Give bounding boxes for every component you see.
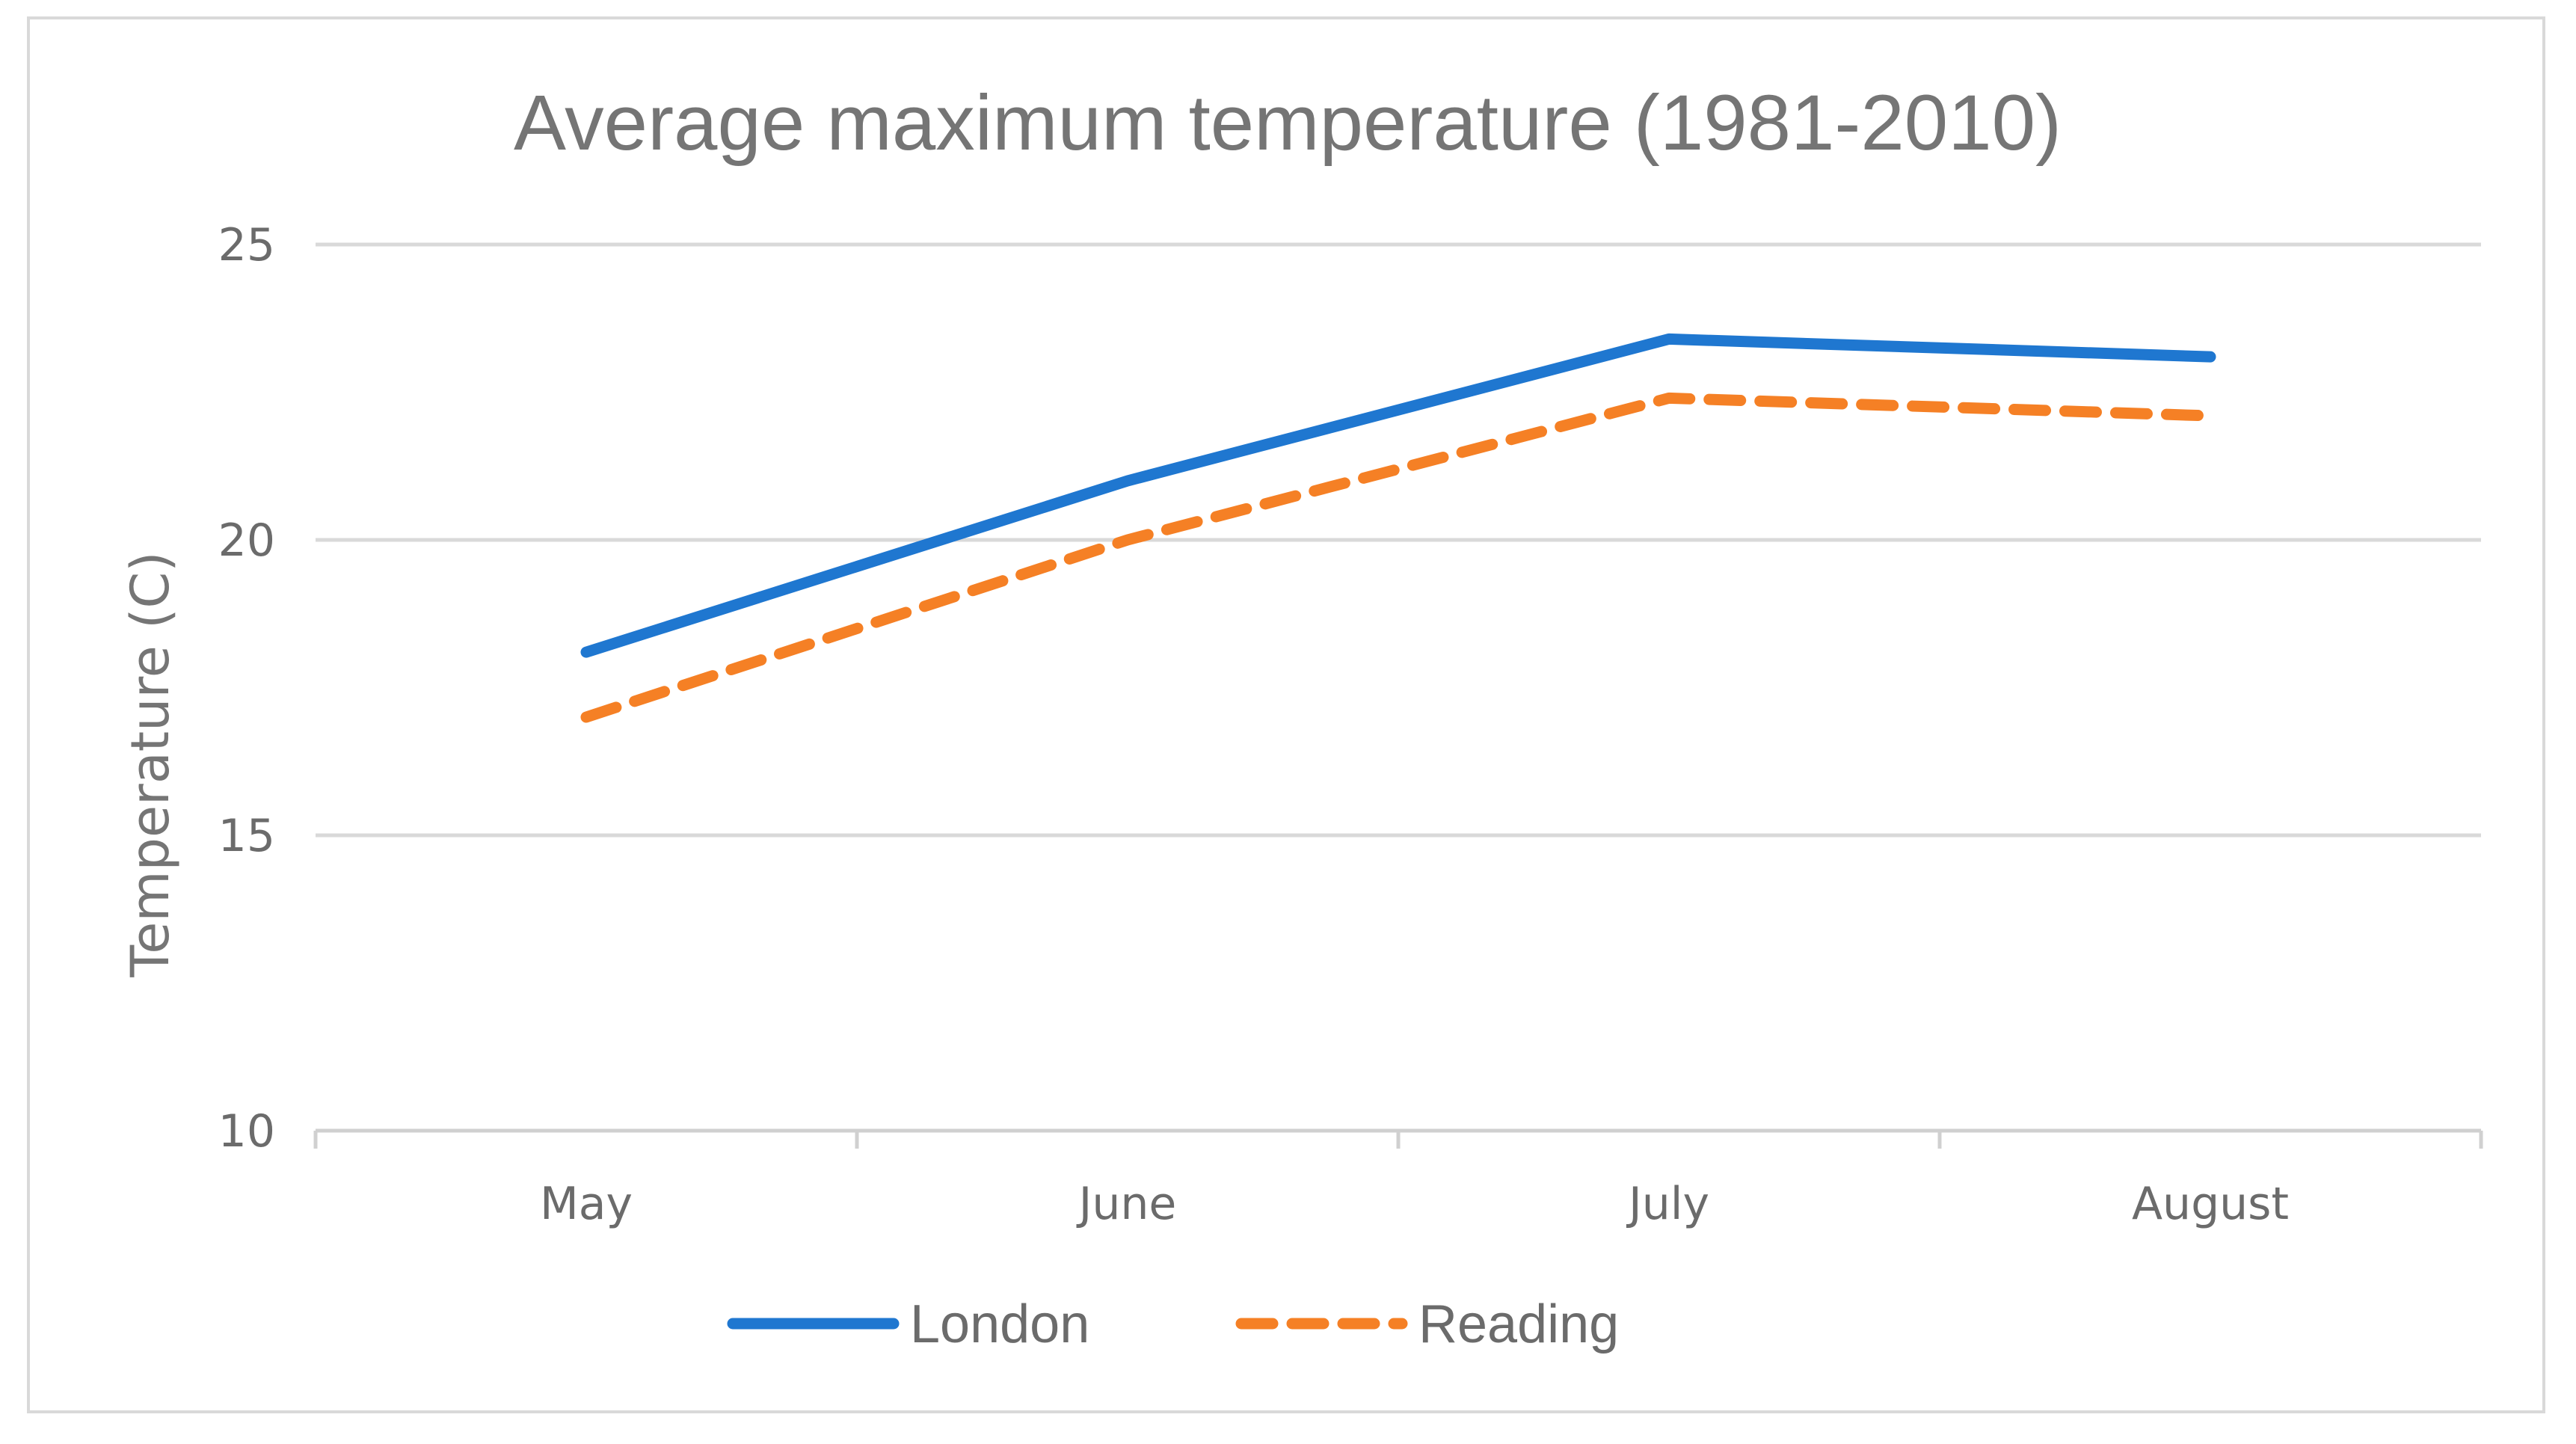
data-point-reading-august <box>2210 415 2211 417</box>
y-tick-label: 15 <box>218 810 275 862</box>
data-point-london-july <box>1668 338 1670 340</box>
data-point-reading-may <box>585 716 587 718</box>
x-tick-label-august: August <box>2132 1178 2289 1230</box>
y-tick-label: 10 <box>218 1105 275 1158</box>
data-point-london-may <box>585 651 587 653</box>
legend: London Reading <box>727 1294 1619 1354</box>
series-line-reading <box>580 392 2216 723</box>
y-tick-labels: 10 15 20 25 <box>218 219 275 1158</box>
data-point-london-june <box>1127 480 1128 482</box>
data-point-london-august <box>2210 356 2211 357</box>
y-axis-label: Temperature (C) <box>120 551 181 977</box>
data-point-reading-july <box>1668 397 1670 399</box>
x-axis <box>313 1128 2483 1149</box>
x-tick-label-july: July <box>1626 1178 1709 1230</box>
chart-title: Average maximum temperature (1981-2010) <box>514 79 2062 167</box>
series-line-london <box>580 333 2216 658</box>
series-lines <box>580 333 2216 723</box>
gridlines <box>316 242 2481 838</box>
x-tick-labels: May June July August <box>540 1178 2289 1230</box>
x-tick-label-june: June <box>1076 1178 1177 1230</box>
chart-frame <box>27 16 2545 1413</box>
y-tick-label: 20 <box>218 514 275 567</box>
legend-label-london: London <box>910 1294 1089 1354</box>
legend-label-reading: Reading <box>1418 1294 1619 1354</box>
x-tick-label-may: May <box>540 1178 633 1230</box>
data-point-reading-june <box>1127 539 1128 541</box>
y-tick-label: 25 <box>218 219 275 271</box>
